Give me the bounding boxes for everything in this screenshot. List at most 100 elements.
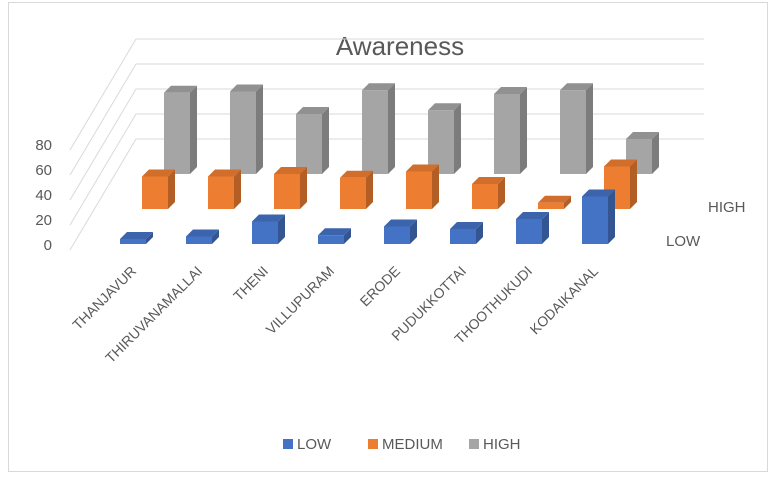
y-tick-label: 60	[35, 162, 52, 179]
bar-front	[208, 176, 234, 209]
y-tick-label: 0	[44, 237, 52, 254]
legend-label: LOW	[297, 436, 332, 453]
bar-top	[230, 84, 263, 92]
bar-high[interactable]	[362, 83, 395, 174]
bar-medium[interactable]	[472, 177, 505, 209]
bar-top	[362, 83, 395, 91]
bar-high[interactable]	[428, 103, 461, 174]
bar-high[interactable]	[494, 87, 527, 174]
x-category-label: THENI	[230, 263, 271, 304]
bar-low[interactable]	[252, 214, 285, 245]
bar-medium[interactable]	[406, 164, 439, 210]
bar-top	[208, 169, 241, 177]
bar-side	[586, 83, 593, 174]
bar-side	[498, 177, 505, 209]
depth-label: LOW	[666, 233, 701, 250]
bar-front	[428, 110, 454, 174]
y-tick-label: 20	[35, 212, 52, 229]
bar-medium[interactable]	[208, 169, 241, 210]
bar-front	[516, 219, 542, 244]
y-tick-label: 40	[35, 187, 52, 204]
bar-top	[340, 170, 373, 178]
bar-front	[560, 90, 586, 174]
bar-front	[296, 114, 322, 174]
bar-top	[494, 87, 527, 94]
bar-top	[538, 195, 571, 203]
bar-front	[142, 176, 168, 209]
bar-high[interactable]	[560, 83, 593, 174]
bar-front	[450, 229, 476, 244]
bar-top	[450, 222, 483, 229]
bar-front	[120, 239, 146, 244]
depth-label: HIGH	[708, 199, 746, 216]
legend-item: MEDIUM	[368, 436, 443, 453]
bar-medium[interactable]	[142, 169, 175, 210]
bar-front	[582, 196, 608, 244]
bar-low[interactable]	[186, 229, 219, 245]
bar-side	[300, 167, 307, 209]
bar-side	[454, 103, 461, 174]
bar-front	[384, 226, 410, 244]
bar-low[interactable]	[318, 228, 351, 244]
gridline	[69, 38, 704, 151]
bar-front	[406, 171, 432, 209]
legend-item: HIGH	[469, 436, 521, 453]
bar-low[interactable]	[450, 222, 483, 244]
bar-front	[252, 221, 278, 244]
bar-top	[406, 164, 439, 172]
bar-side	[388, 83, 395, 174]
bar-medium[interactable]	[538, 195, 571, 209]
bar-front	[472, 184, 498, 209]
bar-top	[164, 85, 197, 93]
bar-side	[410, 219, 417, 244]
bar-medium[interactable]	[340, 170, 373, 209]
bar-front	[538, 202, 564, 209]
bar-top	[582, 189, 615, 197]
bar-side	[542, 212, 549, 244]
bar-front	[340, 177, 366, 209]
bar-high[interactable]	[164, 85, 197, 174]
bar-top	[318, 228, 351, 236]
bar-side	[146, 232, 153, 244]
bar-side	[608, 189, 615, 244]
x-category-label: VILLUPURAM	[263, 263, 338, 338]
bar-front	[186, 236, 212, 244]
bar-top	[252, 214, 285, 222]
bar-side	[630, 159, 637, 209]
legend-label: MEDIUM	[382, 436, 443, 453]
bar-low[interactable]	[384, 219, 417, 245]
bar-side	[432, 164, 439, 209]
bar-top	[428, 103, 461, 111]
bar-top	[274, 167, 307, 174]
bar-side	[344, 228, 351, 244]
bar-top	[120, 232, 153, 239]
bar-top	[186, 229, 219, 237]
bar-front	[164, 92, 190, 174]
bar-low[interactable]	[120, 232, 153, 244]
bar-high[interactable]	[296, 107, 329, 174]
legend-swatch	[469, 439, 479, 449]
bar-side	[190, 85, 197, 174]
bar-low[interactable]	[582, 189, 615, 245]
bar-side	[564, 195, 571, 209]
x-category-label: KODAIKANAL	[527, 263, 602, 338]
bar-top	[142, 169, 175, 177]
chart-title: Awareness	[336, 31, 464, 61]
bar-side	[322, 107, 329, 174]
bar-top	[516, 212, 549, 219]
legend-label: HIGH	[483, 436, 521, 453]
legend-swatch	[283, 439, 293, 449]
x-category-label: THANJAVUR	[69, 263, 139, 333]
bar-side	[234, 169, 241, 209]
bar-side	[476, 222, 483, 244]
bar-front	[230, 91, 256, 174]
bar-side	[212, 229, 219, 244]
bar-high[interactable]	[230, 84, 263, 175]
bar-low[interactable]	[516, 212, 549, 244]
bar-top	[626, 132, 659, 139]
bar-top	[296, 107, 329, 114]
legend-item: LOW	[283, 436, 332, 453]
bar-side	[366, 170, 373, 209]
bar-medium[interactable]	[274, 167, 307, 209]
